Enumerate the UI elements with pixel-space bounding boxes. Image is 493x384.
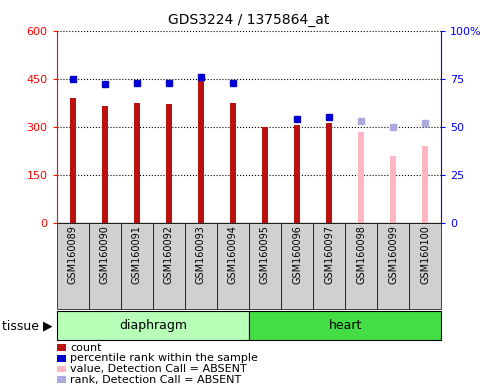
Text: GSM160099: GSM160099 bbox=[388, 225, 398, 284]
Bar bbox=[121, 223, 153, 309]
Text: count: count bbox=[70, 343, 102, 353]
Text: diaphragm: diaphragm bbox=[119, 319, 187, 332]
Bar bbox=[230, 103, 236, 223]
Bar bbox=[249, 223, 281, 309]
Text: rank, Detection Call = ABSENT: rank, Detection Call = ABSENT bbox=[70, 375, 242, 384]
Bar bbox=[313, 223, 345, 309]
Text: GSM160096: GSM160096 bbox=[292, 225, 302, 284]
Bar bbox=[358, 131, 364, 223]
Bar bbox=[423, 146, 428, 223]
Text: GSM160100: GSM160100 bbox=[420, 225, 430, 284]
Text: GSM160092: GSM160092 bbox=[164, 225, 174, 284]
Bar bbox=[57, 311, 249, 340]
Text: GSM160089: GSM160089 bbox=[68, 225, 78, 284]
Bar bbox=[326, 123, 332, 223]
Bar bbox=[166, 104, 172, 223]
Bar bbox=[281, 223, 313, 309]
Bar bbox=[70, 98, 75, 223]
Text: GSM160097: GSM160097 bbox=[324, 225, 334, 284]
Bar bbox=[390, 156, 396, 223]
Bar bbox=[345, 223, 377, 309]
Text: tissue ▶: tissue ▶ bbox=[2, 319, 53, 332]
Bar bbox=[294, 126, 300, 223]
Text: GSM160094: GSM160094 bbox=[228, 225, 238, 284]
Bar bbox=[198, 78, 204, 223]
Bar bbox=[262, 127, 268, 223]
Text: GSM160091: GSM160091 bbox=[132, 225, 142, 284]
Bar bbox=[377, 223, 409, 309]
Text: GSM160095: GSM160095 bbox=[260, 225, 270, 284]
Text: heart: heart bbox=[328, 319, 362, 332]
Text: value, Detection Call = ABSENT: value, Detection Call = ABSENT bbox=[70, 364, 247, 374]
Bar bbox=[249, 311, 441, 340]
Bar bbox=[153, 223, 185, 309]
Text: GSM160098: GSM160098 bbox=[356, 225, 366, 284]
Title: GDS3224 / 1375864_at: GDS3224 / 1375864_at bbox=[168, 13, 330, 27]
Bar bbox=[134, 103, 140, 223]
Bar bbox=[185, 223, 217, 309]
Text: GSM160090: GSM160090 bbox=[100, 225, 110, 284]
Bar bbox=[217, 223, 249, 309]
Bar bbox=[409, 223, 441, 309]
Bar bbox=[102, 106, 107, 223]
Bar bbox=[57, 223, 89, 309]
Text: GSM160093: GSM160093 bbox=[196, 225, 206, 284]
Bar bbox=[89, 223, 121, 309]
Text: percentile rank within the sample: percentile rank within the sample bbox=[70, 353, 258, 363]
